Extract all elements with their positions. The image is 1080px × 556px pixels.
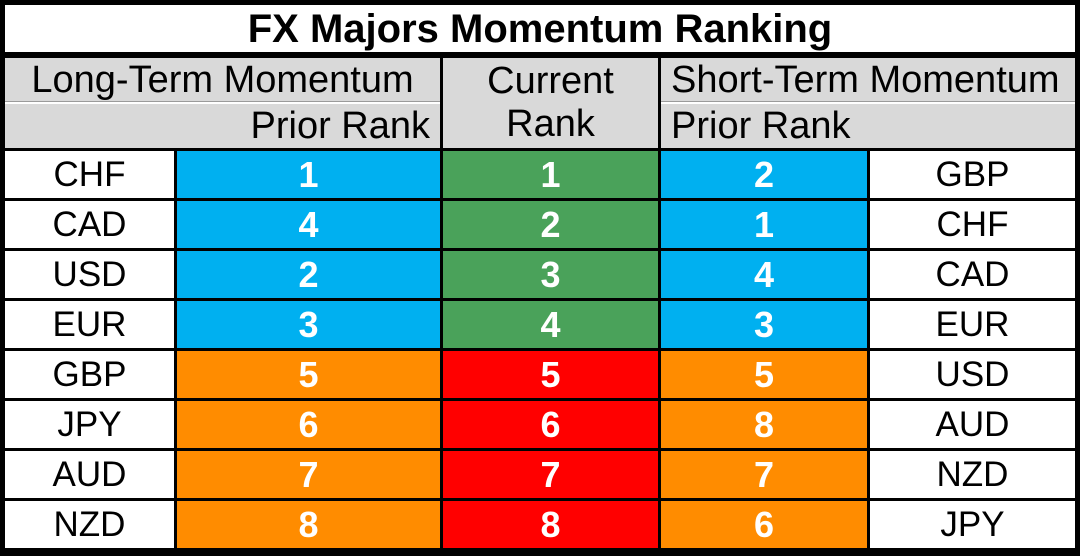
st-currency-label: CAD xyxy=(870,251,1075,298)
lt-currency-label: USD xyxy=(5,251,174,298)
st-currency-label: CHF xyxy=(870,201,1075,248)
short-term-momentum-header: Short-Term Momentum xyxy=(671,58,1060,101)
current-rank-header-line2: Rank xyxy=(506,103,595,145)
st-prior-rank-cell: 8 xyxy=(661,401,867,448)
lt-currency-label: CHF xyxy=(5,151,174,198)
current-rank-cell: 7 xyxy=(443,451,658,498)
lt-prior-rank-cell: 5 xyxy=(177,351,440,398)
current-rank-cell: 8 xyxy=(443,501,658,548)
current-rank-cell: 2 xyxy=(443,201,658,248)
lt-prior-rank-cell: 3 xyxy=(177,301,440,348)
header-row: Long-Term Momentum Prior Rank Current Ra… xyxy=(5,58,1075,148)
table-title: FX Majors Momentum Ranking xyxy=(5,5,1075,52)
lt-currency-label: CAD xyxy=(5,201,174,248)
lt-currency-label: EUR xyxy=(5,301,174,348)
lt-currency-label: GBP xyxy=(5,351,174,398)
current-rank-cell: 6 xyxy=(443,401,658,448)
lt-currency-label: NZD xyxy=(5,501,174,548)
lt-currency-label: JPY xyxy=(5,401,174,448)
long-term-momentum-header: Long-Term Momentum xyxy=(31,58,414,101)
st-currency-label: GBP xyxy=(870,151,1075,198)
st-prior-rank-cell: 5 xyxy=(661,351,867,398)
st-prior-rank-cell: 1 xyxy=(661,201,867,248)
long-term-prior-rank-header: Prior Rank xyxy=(250,105,431,147)
st-currency-label: AUD xyxy=(870,401,1075,448)
st-currency-label: NZD xyxy=(870,451,1075,498)
current-rank-cell: 1 xyxy=(443,151,658,198)
short-term-header-section: Short-Term Momentum Prior Rank xyxy=(661,58,1075,148)
st-prior-rank-cell: 6 xyxy=(661,501,867,548)
short-term-prior-rank-header: Prior Rank xyxy=(671,105,851,147)
ranking-data-grid: CHF 1 1 2 GBP CAD 4 2 1 CHF USD 2 3 4 CAD EUR 3 4 3 EUR GBP 5… xyxy=(5,151,1075,548)
st-currency-label: JPY xyxy=(870,501,1075,548)
lt-prior-rank-cell: 2 xyxy=(177,251,440,298)
current-rank-header-line1: Current xyxy=(487,60,614,102)
long-term-header-section: Long-Term Momentum Prior Rank xyxy=(5,58,440,148)
lt-currency-label: AUD xyxy=(5,451,174,498)
lt-prior-rank-cell: 8 xyxy=(177,501,440,548)
lt-prior-rank-cell: 4 xyxy=(177,201,440,248)
st-prior-rank-cell: 4 xyxy=(661,251,867,298)
current-rank-cell: 3 xyxy=(443,251,658,298)
lt-prior-rank-cell: 7 xyxy=(177,451,440,498)
lt-prior-rank-cell: 6 xyxy=(177,401,440,448)
current-rank-cell: 5 xyxy=(443,351,658,398)
header-divider xyxy=(661,101,1075,104)
current-rank-header: Current Rank xyxy=(443,58,658,148)
st-prior-rank-cell: 2 xyxy=(661,151,867,198)
current-rank-cell: 4 xyxy=(443,301,658,348)
lt-prior-rank-cell: 1 xyxy=(177,151,440,198)
header-divider xyxy=(5,101,440,104)
st-prior-rank-cell: 7 xyxy=(661,451,867,498)
st-prior-rank-cell: 3 xyxy=(661,301,867,348)
st-currency-label: EUR xyxy=(870,301,1075,348)
st-currency-label: USD xyxy=(870,351,1075,398)
